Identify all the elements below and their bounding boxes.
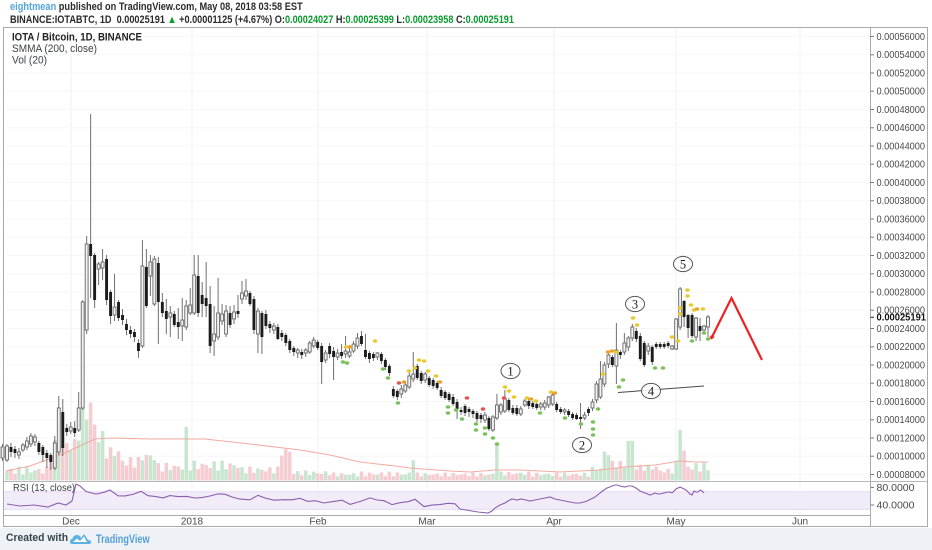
svg-text:IOTA / Bitcoin, 1D, BINANCE: IOTA / Bitcoin, 1D, BINANCE bbox=[12, 32, 142, 44]
svg-text:40.0000: 40.0000 bbox=[877, 500, 915, 511]
svg-text:Vol (20): Vol (20) bbox=[12, 55, 47, 67]
svg-text:2018: 2018 bbox=[181, 517, 204, 528]
svg-text:0.00026000: 0.00026000 bbox=[877, 306, 926, 317]
svg-text:0.00038000: 0.00038000 bbox=[877, 196, 926, 207]
svg-text:0.00054000: 0.00054000 bbox=[877, 50, 926, 61]
svg-text:0.00030000: 0.00030000 bbox=[877, 269, 926, 280]
svg-text:Dec: Dec bbox=[62, 517, 80, 528]
svg-text:0.00034000: 0.00034000 bbox=[877, 233, 926, 244]
svg-text:0.00046000: 0.00046000 bbox=[877, 123, 926, 134]
svg-text:4: 4 bbox=[648, 384, 655, 398]
svg-text:Apr: Apr bbox=[546, 517, 562, 528]
svg-text:May: May bbox=[667, 517, 686, 528]
svg-text:0.00050000: 0.00050000 bbox=[877, 87, 926, 98]
svg-text:0.00036000: 0.00036000 bbox=[877, 214, 926, 225]
svg-text:0.00022000: 0.00022000 bbox=[877, 342, 926, 353]
svg-text:80.0000: 80.0000 bbox=[877, 483, 915, 494]
svg-text:0.00048000: 0.00048000 bbox=[877, 105, 926, 116]
svg-text:0.00025191: 0.00025191 bbox=[877, 313, 927, 324]
svg-text:RSI (13, close): RSI (13, close) bbox=[13, 482, 75, 494]
svg-text:0.00020000: 0.00020000 bbox=[877, 360, 926, 371]
svg-text:0.00016000: 0.00016000 bbox=[877, 397, 926, 408]
svg-text:Jun: Jun bbox=[792, 517, 808, 528]
svg-text:0.00032000: 0.00032000 bbox=[877, 251, 926, 262]
svg-text:0.00028000: 0.00028000 bbox=[877, 287, 926, 298]
svg-text:SMMA (200, close): SMMA (200, close) bbox=[12, 43, 97, 55]
svg-text:0.00008000: 0.00008000 bbox=[877, 470, 926, 481]
svg-text:0.00044000: 0.00044000 bbox=[877, 141, 926, 152]
svg-text:0.00018000: 0.00018000 bbox=[877, 379, 926, 390]
svg-text:3: 3 bbox=[632, 297, 638, 311]
svg-text:2: 2 bbox=[579, 438, 585, 452]
svg-text:0.00014000: 0.00014000 bbox=[877, 415, 926, 426]
svg-text:0.00052000: 0.00052000 bbox=[877, 68, 926, 79]
svg-text:0.00056000: 0.00056000 bbox=[877, 32, 926, 43]
svg-text:0.00024000: 0.00024000 bbox=[877, 324, 926, 335]
svg-text:Feb: Feb bbox=[309, 517, 327, 528]
svg-text:0.00010000: 0.00010000 bbox=[877, 452, 926, 463]
svg-text:0.00040000: 0.00040000 bbox=[877, 178, 926, 189]
svg-text:1: 1 bbox=[507, 364, 513, 378]
svg-text:Mar: Mar bbox=[418, 517, 436, 528]
svg-text:0.00012000: 0.00012000 bbox=[877, 433, 926, 444]
svg-text:5: 5 bbox=[680, 257, 686, 271]
svg-text:0.00042000: 0.00042000 bbox=[877, 160, 926, 171]
